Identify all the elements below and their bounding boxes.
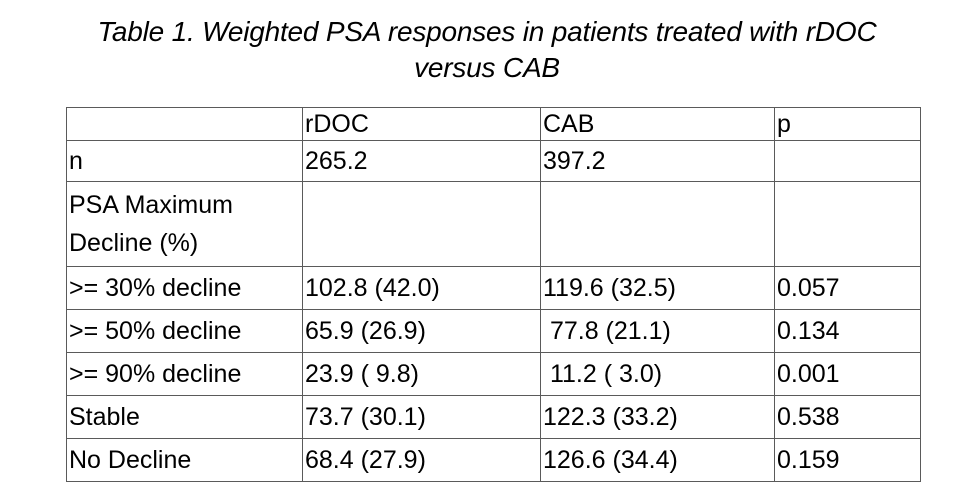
row-label: n	[66, 140, 303, 182]
rdoc-cell: 102.8 (42.0)	[302, 266, 541, 310]
row-label: >= 90% decline	[66, 352, 303, 396]
header-cell-rdoc: rDOC	[302, 107, 541, 141]
table-title-line-2: versus CAB	[414, 52, 560, 83]
cab-cell: 77.8 (21.1)	[540, 309, 775, 353]
table-title-line-1: Table 1. Weighted PSA responses in patie…	[97, 16, 877, 47]
table-header-row: rDOC CAB p	[66, 107, 921, 141]
p-value-cell: 0.159	[774, 438, 921, 482]
table-row: >= 30% decline 102.8 (42.0) 119.6 (32.5)…	[66, 266, 921, 310]
rdoc-cell: 65.9 (26.9)	[302, 309, 541, 353]
row-label: >= 50% decline	[66, 309, 303, 353]
cab-cell: 126.6 (34.4)	[540, 438, 775, 482]
rdoc-cell: 73.7 (30.1)	[302, 395, 541, 439]
p-value-cell	[774, 140, 921, 182]
row-label: >= 30% decline	[66, 266, 303, 310]
header-cell-cab: CAB	[540, 107, 775, 141]
p-value-cell: 0.538	[774, 395, 921, 439]
table-title: Table 1. Weighted PSA responses in patie…	[0, 14, 974, 86]
row-label: No Decline	[66, 438, 303, 482]
p-value-cell: 0.134	[774, 309, 921, 353]
cab-cell: 11.2 ( 3.0)	[540, 352, 775, 396]
table-row: No Decline 68.4 (27.9) 126.6 (34.4) 0.15…	[66, 438, 921, 482]
cab-cell	[540, 181, 775, 267]
cab-cell: 397.2	[540, 140, 775, 182]
table-row: >= 90% decline 23.9 ( 9.8) 11.2 ( 3.0) 0…	[66, 352, 921, 396]
rdoc-cell	[302, 181, 541, 267]
rdoc-cell: 23.9 ( 9.8)	[302, 352, 541, 396]
p-value-cell: 0.001	[774, 352, 921, 396]
row-label: Stable	[66, 395, 303, 439]
p-value-cell	[774, 181, 921, 267]
table-row: PSA Maximum Decline (%)	[66, 181, 921, 267]
row-label: PSA Maximum Decline (%)	[66, 181, 303, 267]
p-value-cell: 0.057	[774, 266, 921, 310]
rdoc-cell: 265.2	[302, 140, 541, 182]
table-row: >= 50% decline 65.9 (26.9) 77.8 (21.1) 0…	[66, 309, 921, 353]
row-label-text: PSA Maximum Decline (%)	[69, 191, 233, 257]
rdoc-cell: 68.4 (27.9)	[302, 438, 541, 482]
psa-response-table: rDOC CAB p n 265.2 397.2 PSA Maximum Dec…	[66, 107, 921, 482]
cab-cell: 122.3 (33.2)	[540, 395, 775, 439]
header-cell-p: p	[774, 107, 921, 141]
header-cell-empty	[66, 107, 303, 141]
table-row: n 265.2 397.2	[66, 140, 921, 182]
table-row: Stable 73.7 (30.1) 122.3 (33.2) 0.538	[66, 395, 921, 439]
cab-cell: 119.6 (32.5)	[540, 266, 775, 310]
